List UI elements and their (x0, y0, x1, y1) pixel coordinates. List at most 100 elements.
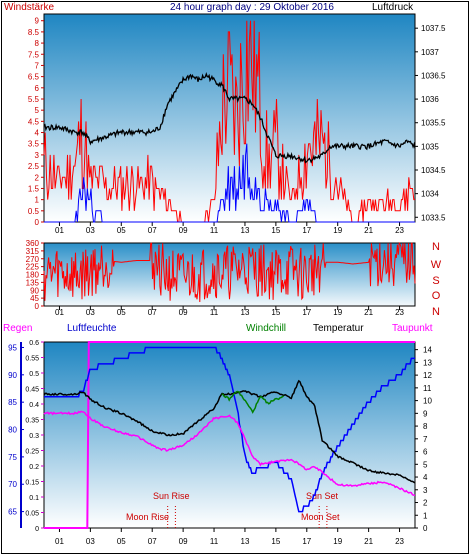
p3-temp-tick-label: 14 (423, 346, 432, 355)
p2-left-tick-label: 360 (26, 239, 40, 248)
p3-xtick-label-21: 21 (364, 537, 373, 546)
p3-series-windchill (221, 390, 284, 414)
p3-humidity-tick-label: 75 (8, 453, 17, 462)
p1-left-tick-label: 5 (35, 106, 40, 115)
header-title: 24 hour graph day : 29 Oktober 2016 (170, 2, 334, 13)
p1-xtick-label-21: 21 (364, 226, 373, 235)
p3-xtick-label-23: 23 (395, 537, 404, 546)
p3-temp-tick-label: 10 (423, 397, 432, 406)
p1-left-tick-label: 7.5 (28, 50, 40, 59)
p1-right-tick-label: 1036.5 (421, 71, 446, 80)
p1-left-tick-label: 7 (35, 61, 40, 70)
event-sun-set: Sun Set (306, 491, 339, 501)
p3-humidity-tick-label: 95 (8, 343, 17, 352)
p1-left-tick-label: 3.5 (28, 140, 40, 149)
p1-left-tick-label: 1 (35, 196, 40, 205)
p1-xtick-label-23: 23 (395, 226, 404, 235)
p3-xtick-label-09: 09 (179, 537, 188, 546)
legend-windchill: Windchill (246, 323, 286, 334)
p3-xtick-label-17: 17 (302, 537, 311, 546)
p2-left-tick-label: 315 (26, 247, 40, 256)
p1-xtick-label-01: 01 (55, 226, 64, 235)
p3-regen-tick-label: 0.45 (25, 387, 39, 394)
p1-xtick-label-03: 03 (86, 226, 95, 235)
dir-label-n-top: N (432, 241, 440, 253)
p3-regen-tick-label: 0.2 (29, 464, 39, 471)
p3-regen-tick-label: 0.6 (29, 340, 39, 347)
p2-xtick-label-05: 05 (117, 308, 126, 317)
p1-right-tick-label: 1037 (421, 48, 439, 57)
p3-regen-tick-label: 0.1 (29, 495, 39, 502)
p2-xtick-label-07: 07 (148, 308, 157, 317)
p1-left-tick-label: 2 (35, 173, 40, 182)
p3-humidity-tick-label: 90 (8, 371, 17, 380)
p3-series-luftfeuchte (44, 346, 415, 513)
p1-xtick-label-13: 13 (241, 226, 250, 235)
dir-label-s: S (432, 275, 439, 287)
p2-left-tick-label: 225 (26, 263, 40, 272)
legend-temperatur: Temperatur (313, 323, 364, 334)
p2-xtick-label-03: 03 (86, 308, 95, 317)
p3-temp-tick-label: 5 (423, 460, 428, 469)
p2-left-tick-label: 135 (26, 278, 40, 287)
p3-xtick-label-11: 11 (210, 537, 219, 546)
p2-left-tick-label: 90 (30, 286, 39, 295)
p1-right-tick-label: 1035.5 (421, 119, 446, 128)
p1-xtick-label-05: 05 (117, 226, 126, 235)
legend-taupunkt: Taupunkt (392, 323, 433, 334)
p1-right-tick-label: 1035 (421, 142, 439, 151)
p3-regen-tick-label: 0.25 (25, 449, 39, 456)
p3-regen-tick-label: 0.5 (29, 371, 39, 378)
p1-series-windmittel (44, 143, 415, 223)
p2-xtick-label-19: 19 (333, 308, 342, 317)
p3-series-temperatur (43, 379, 416, 484)
p2-xtick-label-13: 13 (241, 308, 250, 317)
p3-xtick-label-19: 19 (333, 537, 342, 546)
p3-temp-tick-label: 13 (423, 358, 432, 367)
p2-xtick-label-11: 11 (210, 308, 219, 317)
p3-series-regen (44, 341, 415, 529)
p1-xtick-label-09: 09 (179, 226, 188, 235)
p1-left-tick-label: 1.5 (28, 184, 40, 193)
p1-left-tick-label: 0.5 (28, 207, 40, 216)
p3-humidity-tick-label: 85 (8, 398, 17, 407)
panel1-plot-area (43, 13, 416, 223)
p1-left-tick-label: 5.5 (28, 95, 40, 104)
p1-xtick-label-07: 07 (148, 226, 157, 235)
p3-xtick-label-05: 05 (117, 537, 126, 546)
p1-xtick-label-15: 15 (271, 226, 280, 235)
p3-regen-tick-label: 0.05 (25, 511, 39, 518)
p3-temp-tick-label: 1 (423, 511, 428, 520)
p3-xtick-label-13: 13 (241, 537, 250, 546)
p1-right-tick-label: 1034 (421, 190, 439, 199)
p1-left-tick-label: 6.5 (28, 73, 40, 82)
event-moon-set: Moon Set (301, 512, 340, 522)
p3-temp-tick-label: 9 (423, 409, 428, 418)
dir-label-o: O (432, 290, 441, 302)
p3-temp-tick-label: 2 (423, 499, 428, 508)
p3-humidity-tick-label: 80 (8, 426, 17, 435)
p1-xtick-label-17: 17 (302, 226, 311, 235)
p2-xtick-label-17: 17 (302, 308, 311, 317)
p3-temp-tick-label: 6 (423, 448, 428, 457)
p3-regen-tick-label: 0 (35, 526, 39, 533)
p2-series-windrichtung (43, 242, 416, 303)
p3-regen-tick-label: 0.55 (25, 356, 39, 363)
p1-right-tick-label: 1033.5 (421, 213, 446, 222)
p1-left-tick-label: 8.5 (28, 28, 40, 37)
p1-xtick-label-19: 19 (333, 226, 342, 235)
p2-left-tick-label: 180 (26, 271, 40, 280)
p3-xtick-label-07: 07 (148, 537, 157, 546)
p3-temp-tick-label: 12 (423, 371, 432, 380)
p2-left-tick-label: 270 (26, 255, 40, 264)
p2-xtick-label-15: 15 (271, 308, 280, 317)
p2-left-tick-label: 0 (35, 302, 40, 311)
p3-regen-tick-label: 0.4 (29, 402, 39, 409)
header-right-label: Luftdruck (372, 2, 414, 13)
dir-label-n-bottom: N (432, 306, 440, 318)
p3-temp-tick-label: 7 (423, 435, 428, 444)
legend-regen: Regen (3, 323, 32, 334)
p3-xtick-label-01: 01 (55, 537, 64, 546)
